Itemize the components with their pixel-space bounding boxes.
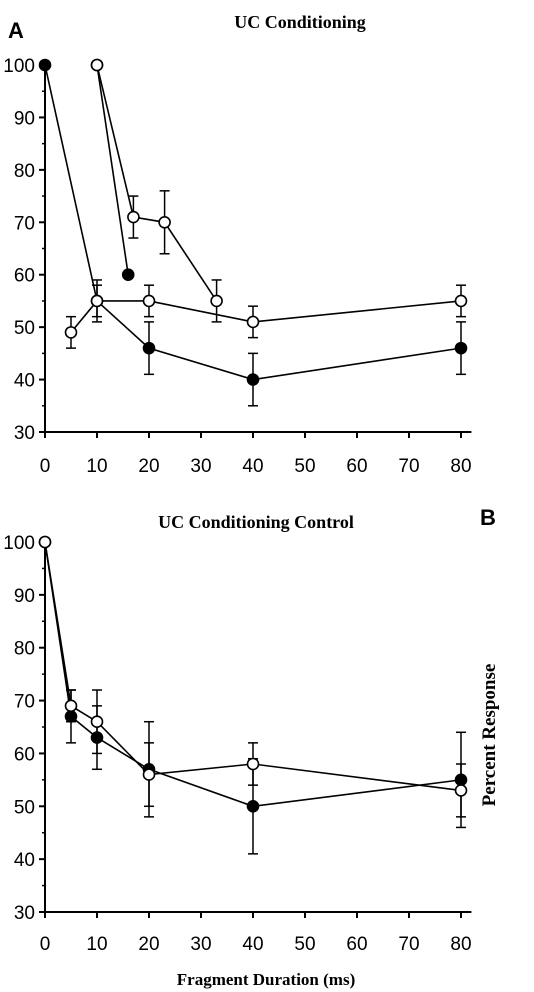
panel-b-label: B bbox=[480, 505, 496, 530]
chart-top-overlay-open-point bbox=[210, 294, 223, 308]
y-tick-label: 40 bbox=[14, 371, 35, 392]
panel-a-label: A bbox=[8, 18, 24, 43]
chart-top-series-open-point bbox=[142, 294, 156, 308]
x-tick-label: 70 bbox=[398, 934, 419, 955]
x-tick-label: 50 bbox=[294, 934, 315, 955]
y-tick-label: 50 bbox=[14, 797, 35, 818]
x-tick-label: 60 bbox=[346, 456, 367, 477]
chart-bottom-series-open-point bbox=[90, 715, 104, 729]
y-tick-label: 30 bbox=[14, 903, 35, 924]
chart-top-title: UC Conditioning bbox=[234, 12, 366, 32]
x-tick-label: 80 bbox=[450, 934, 471, 955]
y-tick-label: 100 bbox=[3, 533, 35, 554]
y-tick-label: 70 bbox=[14, 692, 35, 713]
x-tick-label: 20 bbox=[138, 934, 159, 955]
chart-top-series-filled-point bbox=[38, 58, 52, 72]
chart-top-series-filled-point bbox=[454, 341, 468, 355]
chart-top: 30 40 50 60 70 80 90 100 0 10 20 30 40 50 60 70 80 bbox=[3, 56, 471, 477]
chart-top-series-open-point bbox=[246, 315, 260, 329]
y-tick-label: 30 bbox=[14, 423, 35, 444]
chart-top-series-open-point bbox=[454, 294, 468, 308]
y-tick-label: 80 bbox=[14, 161, 35, 182]
chart-top-series-filled-point bbox=[142, 341, 156, 355]
chart-bottom-series-open-point bbox=[454, 784, 468, 797]
x-tick-label: 10 bbox=[86, 934, 107, 955]
chart-top-overlay-filled-point bbox=[121, 268, 135, 282]
chart-bottom-series-open-point bbox=[38, 535, 52, 549]
chart-bottom-series-open-line bbox=[44, 541, 462, 792]
y-tick-label: 70 bbox=[14, 213, 35, 234]
chart-bottom-series-filled-point bbox=[246, 799, 260, 813]
y-tick-label: 60 bbox=[14, 744, 35, 765]
chart-top-series-open-point bbox=[90, 294, 104, 308]
chart-top-overlay-filled-line bbox=[96, 64, 129, 275]
x-tick-label: 80 bbox=[450, 456, 471, 477]
x-tick-label: 70 bbox=[398, 456, 419, 477]
chart-bottom-series-open-point bbox=[142, 768, 156, 781]
chart-bottom-title: UC Conditioning Control bbox=[158, 512, 354, 532]
x-tick-label: 40 bbox=[242, 456, 263, 477]
chart-bottom-x-axis-label: Fragment Duration (ms) bbox=[177, 970, 355, 989]
x-tick-label: 50 bbox=[294, 456, 315, 477]
x-tick-label: 10 bbox=[86, 456, 107, 477]
chart-top-overlay-open-point bbox=[127, 210, 140, 224]
chart-top-overlay-open-line bbox=[96, 64, 218, 302]
chart-top-series-open-point bbox=[64, 326, 78, 339]
chart-top-overlay-open-point bbox=[158, 215, 171, 229]
y-tick-label: 80 bbox=[14, 639, 35, 660]
y-tick-label: 100 bbox=[3, 56, 35, 77]
chart-bottom-series-open-point bbox=[64, 699, 78, 713]
x-tick-label: 30 bbox=[190, 934, 211, 955]
x-tick-label: 30 bbox=[190, 456, 211, 477]
y-tick-label: 90 bbox=[14, 586, 35, 607]
chart-bottom: 30 40 50 60 70 80 90 100 0 10 20 30 40 50 60 70 80 bbox=[3, 533, 471, 955]
chart-top-overlay-open-point bbox=[90, 58, 104, 72]
chart-bottom-series-open-point bbox=[246, 757, 260, 771]
chart-top-series-open-line bbox=[70, 300, 462, 333]
x-tick-label: 20 bbox=[138, 456, 159, 477]
chart-top-series-filled-point bbox=[246, 373, 260, 386]
chart-bottom-y-axis-label: Percent Response bbox=[479, 664, 500, 807]
y-tick-label: 90 bbox=[14, 108, 35, 129]
x-tick-label: 60 bbox=[346, 934, 367, 955]
x-tick-label: 0 bbox=[40, 934, 51, 955]
chart-bottom-series-filled-line bbox=[44, 541, 462, 808]
y-tick-label: 50 bbox=[14, 318, 35, 339]
x-tick-label: 0 bbox=[40, 456, 51, 477]
y-tick-label: 60 bbox=[14, 266, 35, 287]
x-tick-label: 40 bbox=[242, 934, 263, 955]
y-tick-label: 40 bbox=[14, 850, 35, 871]
